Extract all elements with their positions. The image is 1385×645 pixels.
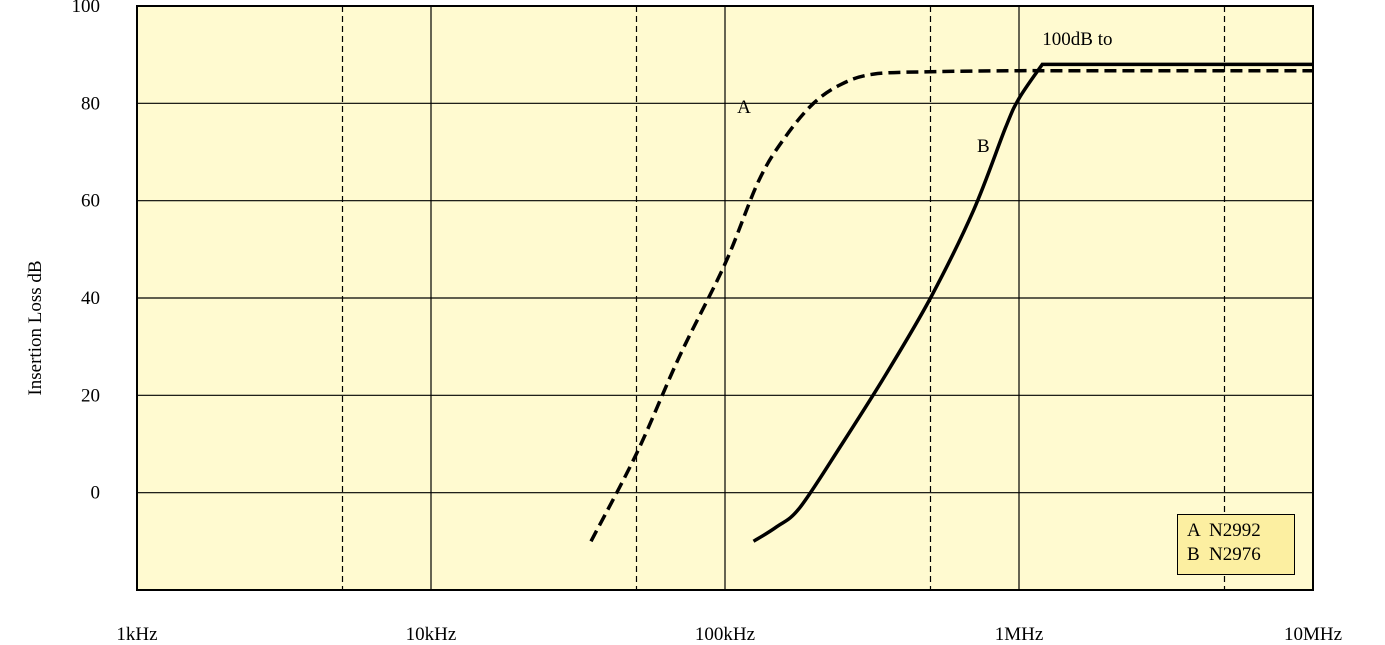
legend: A N2992 B N2976 [1177, 514, 1295, 575]
x-tick-label: 100kHz [695, 624, 755, 645]
tick-labels: 1kHz 10kHz 100kHz 1MHz 10MHz 0 20 40 60 80 100 [72, 0, 1343, 645]
x-tick-label: 1MHz [995, 624, 1044, 645]
x-tick-label: 1kHz [116, 624, 157, 645]
legend-entry-a: A N2992 [1187, 519, 1294, 543]
y-tick-label: 100 [72, 0, 101, 17]
legend-key-a: A [1187, 520, 1201, 541]
annotations: A B 100dB to [737, 29, 1112, 157]
annotation-label: 100dB to [1042, 29, 1112, 50]
y-tick-label: 0 [91, 483, 101, 504]
series-b-line [752, 62, 1313, 543]
plot-border [136, 5, 1314, 591]
series-a-line [589, 68, 1313, 543]
legend-key-b: B [1187, 544, 1200, 565]
x-tick-label: 10MHz [1284, 624, 1342, 645]
series-layer [589, 62, 1313, 543]
grid [137, 6, 1313, 590]
x-tick-label: 10kHz [406, 624, 457, 645]
legend-label-a: N2992 [1209, 520, 1261, 541]
legend-label-b: N2976 [1209, 544, 1261, 565]
annotation-label: A [737, 97, 751, 118]
y-tick-label: 40 [81, 288, 100, 309]
legend-entry-b: B N2976 [1187, 543, 1294, 567]
y-tick-label: 20 [81, 385, 100, 406]
y-tick-label: 80 [81, 93, 100, 114]
y-tick-label: 60 [81, 191, 100, 212]
annotation-label: B [977, 136, 990, 157]
y-axis-title: Insertion Loss dB [25, 260, 46, 395]
